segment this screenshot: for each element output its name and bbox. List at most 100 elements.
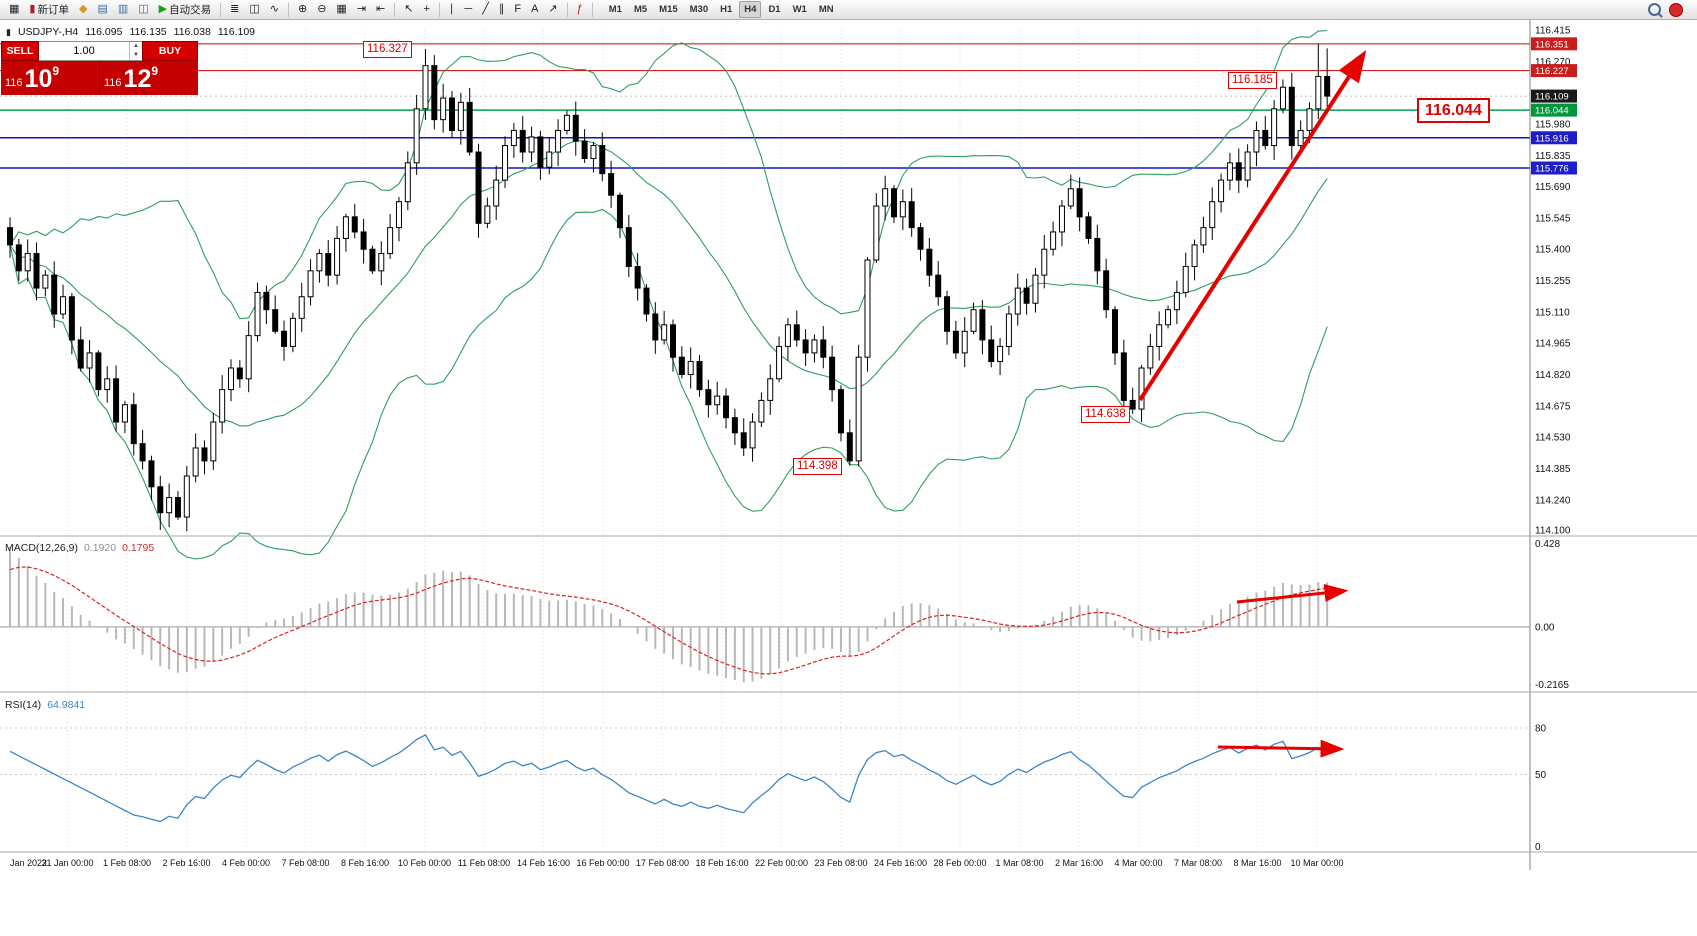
data-window-icon[interactable]: ▥ [114,1,132,18]
price-badge-label: 115.776 [1535,164,1569,175]
usdjpy-chart-window[interactable]: 116.415 116.270 115.980 115.835 115.690 115.5… [0,20,1697,936]
macd-arrow[interactable] [1236,584,1349,604]
macd-axis-label: -0.2165 [1535,680,1569,691]
candlestick-chart-icon[interactable]: ◫ [245,1,263,18]
bar-chart-icon[interactable]: ≣ [226,1,243,18]
tile-windows-icon[interactable]: ▦ [332,1,350,18]
price-label-annotation[interactable]: 116.185 [1228,71,1277,89]
timeframe-m15-button[interactable]: M15 [654,1,682,18]
timeframe-w1-button[interactable]: W1 [788,1,812,18]
price-badge-label: 116.227 [1535,66,1569,77]
crosshair-icon[interactable]: + [419,1,433,18]
bollinger-lower-band [9,208,1328,560]
main-chart-layer [0,29,1530,560]
line-chart-icon[interactable]: ∿ [266,1,283,18]
navigator-icon[interactable]: ◫ [134,1,152,18]
fibonacci-icon: F [514,3,522,15]
volume-decrease-button[interactable]: ▼ [133,52,139,58]
price-badge-label: 116.044 [1535,106,1569,117]
zoom-in-icon[interactable]: ⊕ [294,1,311,18]
equidistant-channel-icon[interactable]: ∥ [495,1,509,18]
bollinger-middle-band [9,140,1328,427]
volume-field[interactable]: 1.00 ▲ ▼ [39,41,142,61]
new-order-button[interactable]: ▮ 新订单 [25,1,73,18]
time-axis-label: 2 Mar 16:00 [1055,858,1103,868]
price-badge-label: 116.109 [1535,92,1569,103]
rsi-value: 64.9841 [47,699,86,711]
arrow-annotations-layer[interactable] [1138,49,1367,758]
indicators-icon[interactable]: ƒ [573,1,587,18]
time-axis-label: Jan 2022 [10,858,47,868]
timeframe-h1-button[interactable]: H1 [715,1,737,18]
volume-value[interactable]: 1.00 [73,45,95,57]
timeframe-m5-button[interactable]: M5 [629,1,652,18]
market-watch-icon[interactable]: ▤ [93,1,111,18]
auto-scroll-icon[interactable]: ⇥ [353,1,370,18]
zoom-out-icon[interactable]: ⊖ [313,1,330,18]
horizontal-line-icon[interactable]: ─ [460,1,476,18]
volume-increase-button[interactable]: ▲ [133,43,139,49]
price-label-annotation[interactable]: 116.044 [1417,98,1490,124]
equidistant-channel-icon: ∥ [498,3,505,15]
time-axis-label: 24 Feb 16:00 [874,858,927,868]
new-order-button: ▮ [29,3,36,15]
sell-button[interactable]: SELL [1,41,39,61]
timeframe-d1-button[interactable]: D1 [763,1,785,18]
new-order-button-label: 新订单 [37,4,69,16]
auto-scroll-icon: ⇥ [356,3,367,15]
macd-signal-value: 0.1795 [122,542,155,554]
timeframe-h4-button[interactable]: H4 [739,1,762,18]
timeframe-mn-button[interactable]: MN [814,1,839,18]
symbol-title: USDJPY-,H4 [17,26,79,38]
buy-button[interactable]: BUY [142,41,198,61]
vertical-line-icon[interactable]: ∣ [445,1,459,18]
price-badge [1531,37,1577,51]
price-badge-label: 116.351 [1535,39,1569,50]
timeframe-m1-button[interactable]: M1 [604,1,627,18]
time-axis-label: 23 Feb 08:00 [814,858,867,868]
chart-shift-icon[interactable]: ⇤ [372,1,389,18]
time-axis-label: 8 Feb 16:00 [341,858,389,868]
community-icon[interactable] [1669,2,1683,17]
trend-arrow[interactable] [1138,49,1367,402]
cursor-icon[interactable]: ↖ [400,1,417,18]
sell-price-big: 10 [24,65,53,93]
timeframe-m30-button[interactable]: M30 [685,1,713,18]
text-label-icon: A [531,3,539,15]
toolbar-separator [394,2,396,17]
trendline-icon[interactable]: ╱ [478,1,493,18]
rsi-arrow[interactable] [1217,739,1345,758]
autotrade-button[interactable]: ▶ 自动交易 [155,1,215,18]
time-axis-label: 1 Mar 08:00 [995,858,1043,868]
indicator-layer [0,546,1530,823]
buy-price-display[interactable]: 116 12 9 [99,61,198,95]
trendline-icon: ╱ [482,3,489,15]
bollinger-upper-band [9,29,1328,320]
price-tick-label: 114.385 [1535,464,1571,475]
macd-indicator-label: MACD(12,26,9) 0.1920 0.1795 [5,542,154,554]
zoom-out-icon: ⊖ [317,3,327,15]
price-tick-label: 114.100 [1535,526,1571,537]
macd-main-value: 0.1920 [83,542,117,554]
arrows-tool-icon[interactable]: ↗ [544,1,561,18]
sell-price-display[interactable]: 116 10 9 [1,61,99,95]
fibonacci-icon[interactable]: F [510,1,525,18]
price-label-annotation[interactable]: 114.398 [793,457,842,475]
main-toolbar: ▦ ▮ 新订单 ◆ ▤ ▥ ◫ ▶ 自动交易 ≣ ◫ ∿ ⊕ ⊖ ▦ ⇥ ⇤ ↖ + ∣ ─ ╱ ∥ F A ↗ ƒ M1 M5 M15… [0,0,1697,20]
chart-profiles-icon[interactable]: ◆ [75,1,91,18]
price-label-annotation[interactable]: 114.638 [1081,405,1130,423]
time-axis-label: 4 Mar 00:00 [1114,858,1162,868]
one-click-trading-panel: SELL 1.00 ▲ ▼ BUY 116 10 9 116 12 9 [1,41,198,95]
rsi-axis-label: 0 [1535,842,1541,853]
data-window-icon: ▥ [117,3,129,15]
new-chart-icon[interactable]: ▦ [5,1,23,18]
buy-price-big: 12 [123,65,152,93]
time-axis-label: 17 Feb 08:00 [636,858,689,868]
vertical-line-icon: ∣ [448,3,455,15]
text-label-icon[interactable]: A [527,1,542,18]
buy-price-base: 116 [104,77,122,89]
chart-canvas[interactable]: 116.415 116.270 115.980 115.835 115.690 115.5… [0,20,1697,936]
price-tick-label: 114.530 [1535,433,1571,444]
search-icon[interactable] [1648,3,1661,16]
price-label-annotation[interactable]: 116.327 [363,41,412,58]
